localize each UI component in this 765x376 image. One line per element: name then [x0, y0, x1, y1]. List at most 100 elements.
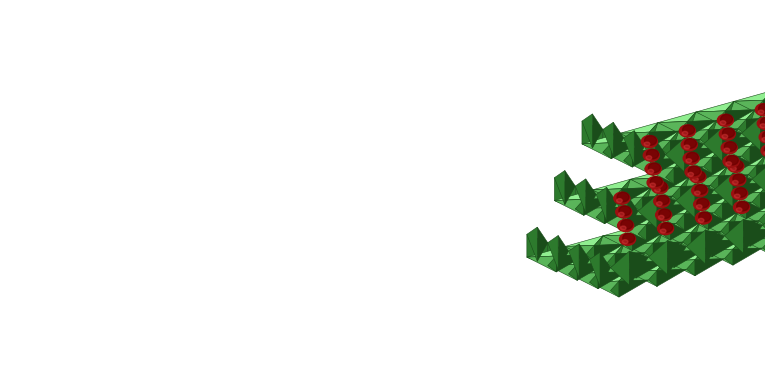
Polygon shape	[603, 122, 614, 156]
Polygon shape	[750, 221, 759, 246]
Polygon shape	[674, 242, 682, 267]
Polygon shape	[548, 256, 556, 272]
Polygon shape	[565, 246, 594, 255]
Polygon shape	[653, 150, 682, 159]
Polygon shape	[759, 211, 765, 227]
Polygon shape	[755, 183, 765, 193]
Polygon shape	[626, 215, 655, 232]
Polygon shape	[645, 168, 674, 184]
Ellipse shape	[698, 218, 704, 222]
Polygon shape	[627, 262, 636, 278]
Polygon shape	[760, 183, 765, 209]
Polygon shape	[598, 271, 627, 289]
Polygon shape	[728, 156, 765, 166]
Polygon shape	[728, 157, 736, 173]
Polygon shape	[658, 112, 696, 123]
Ellipse shape	[648, 169, 653, 173]
Polygon shape	[603, 142, 641, 152]
Polygon shape	[634, 196, 672, 206]
Polygon shape	[568, 273, 598, 282]
Ellipse shape	[731, 160, 743, 170]
Polygon shape	[755, 109, 765, 118]
Polygon shape	[682, 148, 721, 158]
Polygon shape	[723, 127, 741, 161]
Polygon shape	[641, 132, 649, 148]
Polygon shape	[714, 179, 752, 213]
Polygon shape	[630, 168, 669, 179]
Polygon shape	[607, 262, 636, 278]
Polygon shape	[548, 264, 578, 280]
Polygon shape	[704, 133, 741, 167]
Polygon shape	[747, 202, 765, 219]
Polygon shape	[681, 177, 710, 186]
Polygon shape	[575, 179, 586, 213]
Polygon shape	[755, 99, 765, 110]
Ellipse shape	[621, 220, 633, 229]
Polygon shape	[579, 244, 590, 278]
Polygon shape	[741, 229, 765, 240]
Polygon shape	[630, 178, 660, 188]
Polygon shape	[740, 175, 748, 200]
Polygon shape	[614, 188, 651, 198]
Ellipse shape	[623, 240, 628, 244]
Polygon shape	[712, 156, 741, 173]
Ellipse shape	[718, 114, 734, 126]
Polygon shape	[693, 203, 723, 219]
Polygon shape	[623, 235, 633, 251]
Polygon shape	[737, 202, 765, 212]
Polygon shape	[666, 250, 704, 261]
Ellipse shape	[619, 212, 624, 216]
Polygon shape	[708, 204, 717, 229]
Polygon shape	[662, 232, 692, 242]
Polygon shape	[741, 147, 750, 162]
Polygon shape	[759, 210, 765, 221]
Ellipse shape	[654, 195, 669, 207]
Polygon shape	[610, 280, 649, 291]
Polygon shape	[693, 194, 731, 204]
Polygon shape	[586, 244, 623, 255]
Polygon shape	[710, 176, 719, 192]
Polygon shape	[649, 247, 686, 280]
Polygon shape	[759, 220, 765, 229]
Ellipse shape	[617, 199, 622, 203]
Polygon shape	[582, 133, 620, 144]
Polygon shape	[693, 195, 702, 211]
Polygon shape	[704, 240, 741, 250]
Ellipse shape	[719, 128, 735, 140]
Polygon shape	[670, 131, 679, 156]
Polygon shape	[660, 177, 689, 194]
Polygon shape	[672, 195, 702, 204]
Polygon shape	[685, 204, 714, 214]
Polygon shape	[649, 131, 679, 148]
Polygon shape	[706, 157, 736, 166]
Polygon shape	[763, 91, 765, 100]
Ellipse shape	[763, 131, 765, 141]
Polygon shape	[682, 148, 721, 158]
Ellipse shape	[620, 233, 636, 245]
Polygon shape	[555, 199, 584, 215]
Polygon shape	[596, 206, 634, 217]
Polygon shape	[655, 214, 685, 230]
Polygon shape	[610, 281, 619, 297]
Polygon shape	[633, 233, 662, 251]
Polygon shape	[586, 179, 596, 213]
Polygon shape	[584, 190, 592, 215]
Polygon shape	[688, 112, 696, 138]
Polygon shape	[578, 255, 607, 264]
Polygon shape	[651, 186, 681, 202]
Polygon shape	[737, 118, 765, 129]
Polygon shape	[590, 271, 627, 282]
Polygon shape	[619, 280, 649, 297]
Polygon shape	[582, 143, 611, 152]
Polygon shape	[688, 112, 717, 121]
Polygon shape	[704, 156, 741, 167]
Ellipse shape	[686, 159, 692, 163]
Polygon shape	[565, 246, 594, 261]
Polygon shape	[698, 158, 728, 167]
Polygon shape	[748, 174, 765, 190]
Polygon shape	[721, 221, 759, 231]
Polygon shape	[590, 259, 610, 291]
Polygon shape	[717, 203, 747, 212]
Polygon shape	[645, 139, 655, 173]
Polygon shape	[685, 138, 704, 172]
